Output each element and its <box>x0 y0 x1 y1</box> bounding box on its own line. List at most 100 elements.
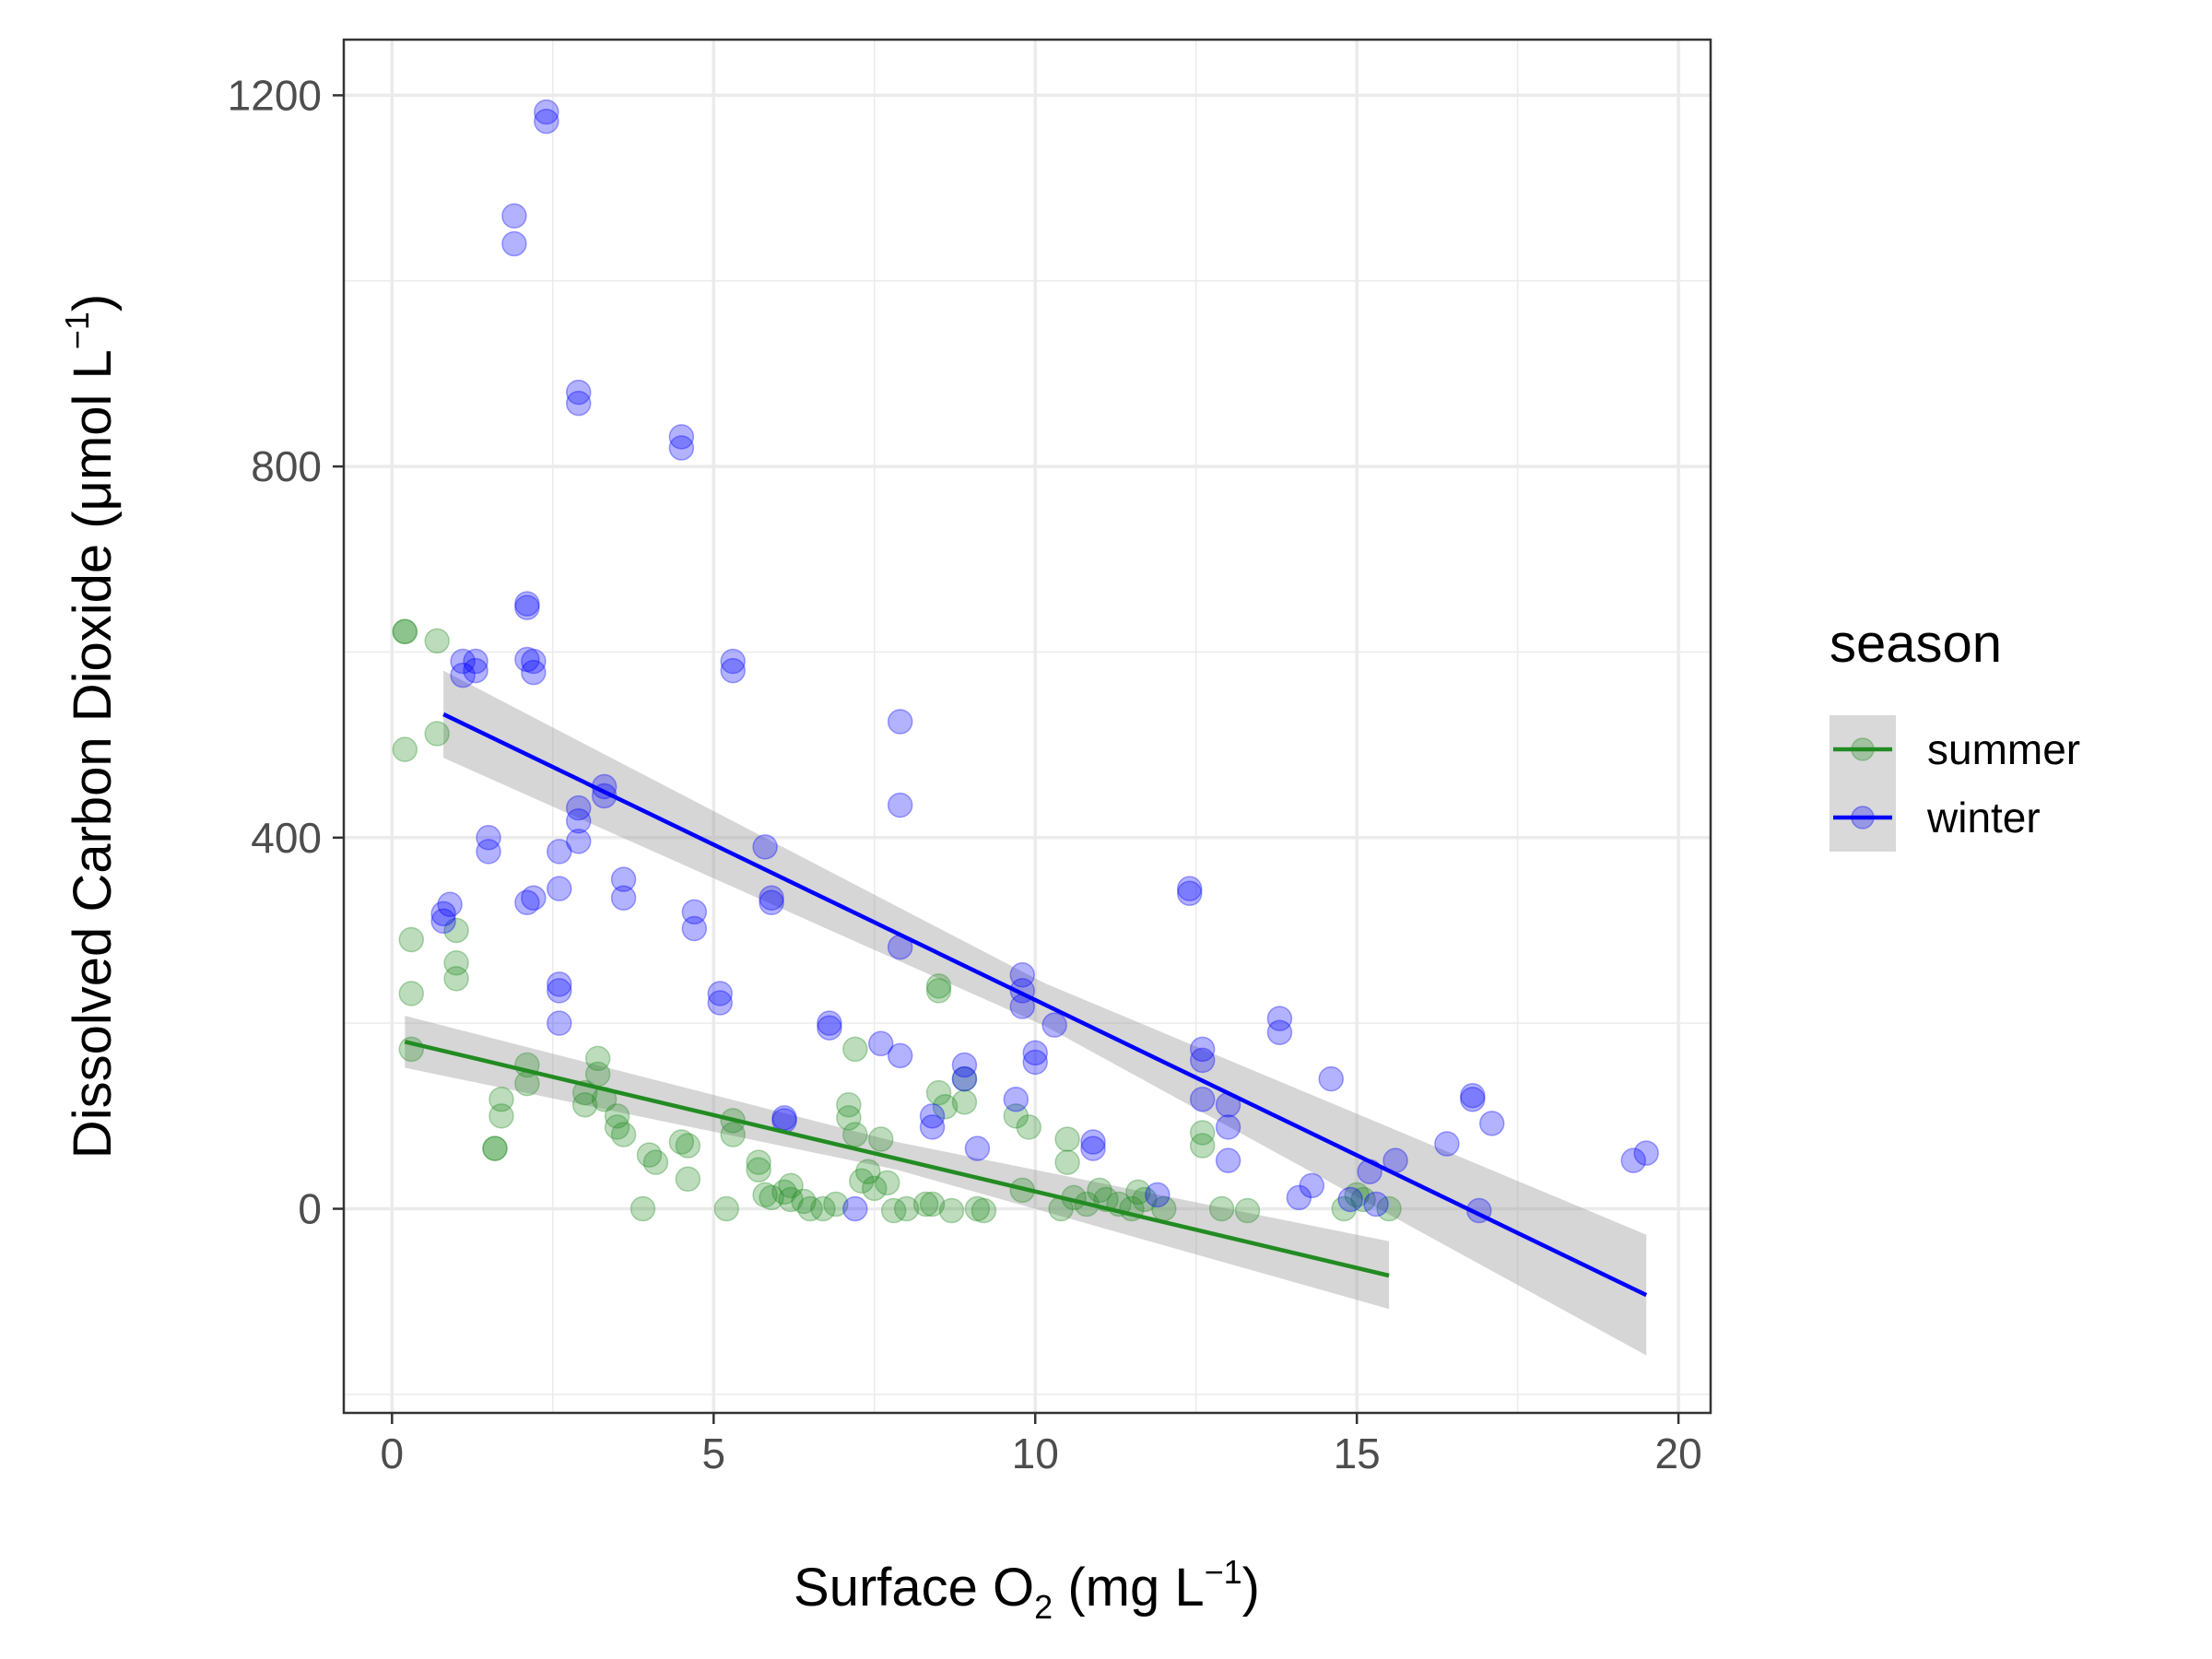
winter-point <box>1041 1012 1067 1038</box>
summer-point <box>925 1079 952 1106</box>
winter-point <box>681 899 708 925</box>
summer-point <box>488 1103 514 1129</box>
summer-point <box>636 1142 663 1168</box>
winter-point <box>1363 1191 1389 1218</box>
summer-point <box>668 1129 695 1155</box>
winter-point <box>534 99 559 125</box>
winter-point <box>707 981 734 1006</box>
summer-point <box>964 1195 991 1222</box>
winter-point <box>1266 1019 1293 1045</box>
winter-point <box>547 1010 572 1036</box>
summer-point <box>919 1191 946 1218</box>
winter-point <box>759 885 784 911</box>
winter-point <box>547 971 572 997</box>
winter-point <box>514 594 540 620</box>
winter-point <box>534 108 559 135</box>
winter-point <box>681 915 708 942</box>
summer-point <box>1016 1114 1041 1140</box>
summer-point <box>823 1191 849 1218</box>
winter-point <box>919 1103 946 1129</box>
summer-point <box>797 1195 823 1222</box>
winter-point <box>1215 1114 1241 1140</box>
winter-point <box>951 1052 978 1078</box>
winter-confidence-band <box>443 670 1647 1356</box>
summer-point <box>675 1166 701 1193</box>
winter-point <box>476 839 501 865</box>
winter-point <box>1003 1086 1030 1112</box>
summer-point <box>842 1122 868 1147</box>
summer-point <box>1003 1103 1030 1129</box>
x-tick-label: 15 <box>1334 1430 1381 1477</box>
winter-point <box>1189 1036 1216 1063</box>
winter-point <box>1286 1184 1312 1211</box>
summer-point <box>932 1094 959 1120</box>
summer-point <box>855 1159 881 1184</box>
summer-point <box>443 966 469 992</box>
winter-point <box>867 1030 894 1057</box>
winter-point <box>437 891 463 918</box>
winter-point <box>463 648 488 675</box>
summer-point <box>392 618 418 645</box>
winter-point <box>1337 1186 1363 1213</box>
winter-point <box>1189 1047 1216 1074</box>
y-tick-label: 400 <box>251 814 322 862</box>
summer-point <box>675 1133 701 1159</box>
summer-point <box>893 1195 920 1222</box>
winter-point <box>1009 962 1036 988</box>
winter-point <box>501 203 527 229</box>
winter-point <box>514 889 540 916</box>
winter-point <box>1460 1082 1486 1109</box>
summer-point <box>720 1122 746 1147</box>
y-tick-label: 1200 <box>228 71 322 119</box>
x-tick-label: 5 <box>701 1430 725 1477</box>
summer-point <box>1376 1195 1402 1222</box>
winter-point <box>817 1015 842 1041</box>
summer-point <box>1132 1186 1158 1213</box>
summer-point <box>810 1195 836 1222</box>
summer-point <box>880 1197 907 1224</box>
winter-point <box>964 1135 991 1161</box>
summer-point <box>443 917 469 944</box>
summer-point <box>629 1195 656 1222</box>
winter-point <box>565 390 592 417</box>
legend-title: season <box>1830 614 2002 674</box>
winter-point <box>565 807 592 834</box>
winter-trend-line <box>442 712 1648 1298</box>
summer-point <box>1331 1195 1357 1222</box>
winter-point <box>1080 1129 1106 1155</box>
winter-point <box>450 648 476 675</box>
winter-point <box>1080 1135 1106 1161</box>
summer-point <box>443 949 469 976</box>
summer-point <box>482 1135 508 1161</box>
x-tick-label: 10 <box>1012 1430 1059 1477</box>
summer-legend-point <box>1851 737 1875 761</box>
plot-background <box>344 40 1711 1413</box>
summer-point <box>1054 1126 1080 1152</box>
summer-point <box>610 1122 637 1147</box>
winter-point <box>817 1010 842 1036</box>
winter-point <box>842 1195 868 1222</box>
winter-point <box>919 1114 946 1140</box>
summer-point <box>925 978 952 1004</box>
winter-point <box>565 794 592 821</box>
summer-point <box>862 1175 888 1202</box>
winter-point <box>668 435 695 461</box>
winter-point <box>887 709 913 735</box>
summer-point <box>1208 1195 1235 1222</box>
summer-point <box>642 1149 669 1175</box>
summer-point <box>1189 1133 1216 1159</box>
winter-point <box>501 230 527 257</box>
summer-point <box>604 1114 630 1140</box>
summer-point <box>392 736 418 762</box>
summer-point <box>604 1103 630 1129</box>
winter-point <box>720 648 746 675</box>
axis-ticks <box>333 94 1680 1424</box>
winter-point <box>547 876 572 901</box>
summer-point <box>971 1197 997 1224</box>
summer-point <box>584 1045 611 1072</box>
winter-point <box>668 424 695 450</box>
summer-point <box>713 1195 739 1222</box>
winter-point <box>1318 1065 1344 1092</box>
summer-point <box>842 1036 868 1063</box>
summer-point <box>488 1086 514 1112</box>
